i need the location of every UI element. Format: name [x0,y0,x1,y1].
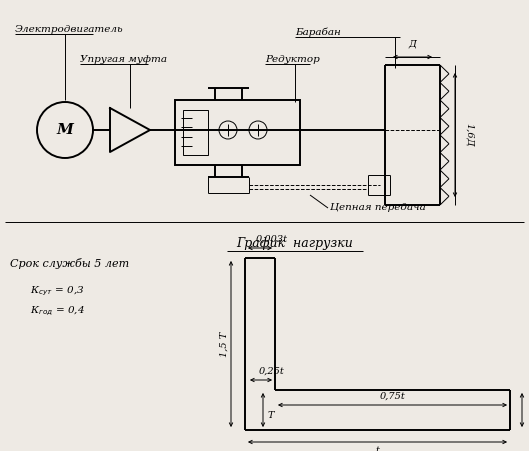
Text: Электродвигатель: Электродвигатель [15,25,124,34]
Text: 0,25t: 0,25t [259,367,285,376]
Text: Срок службы 5 лет: Срок службы 5 лет [10,258,129,269]
Text: M: M [57,123,74,137]
Text: 1,6Д: 1,6Д [465,123,474,147]
Text: t: t [376,446,379,451]
Text: Упругая муфта: Упругая муфта [80,55,167,64]
Text: Редуктор: Редуктор [265,55,320,64]
Text: Цепная передача: Цепная передача [330,203,426,212]
Text: График  нагрузки: График нагрузки [236,237,353,250]
Text: 0,003t: 0,003t [256,235,288,244]
Text: 1,5 T: 1,5 T [220,331,229,357]
Bar [175,100,300,165]
Text: Барабан: Барабан [295,28,341,37]
Text: T: T [268,410,275,419]
Text: Д: Д [408,40,416,49]
Bar [183,110,208,155]
Text: 0,75t: 0,75t [380,392,405,401]
Text: К$_{сут}$ = 0,3: К$_{сут}$ = 0,3 [30,285,85,299]
Text: К$_{год}$ = 0,4: К$_{год}$ = 0,4 [30,305,85,318]
